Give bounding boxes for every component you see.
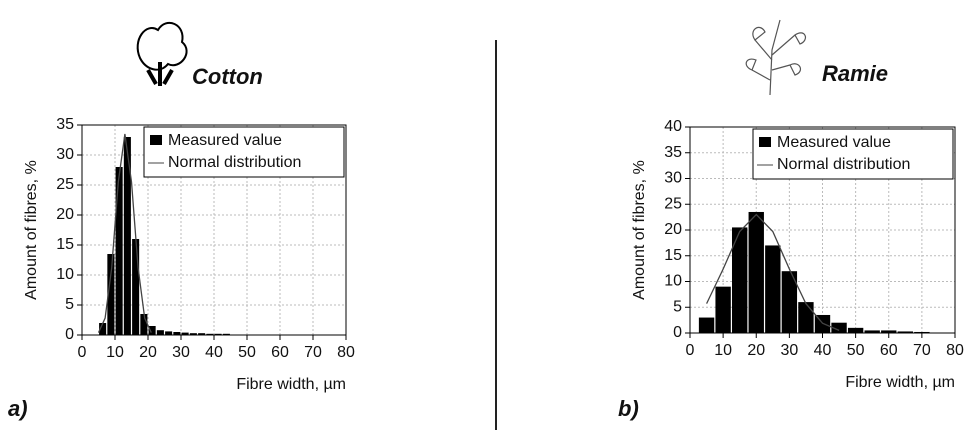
- cotton-icon: [136, 21, 188, 86]
- x-tick-label: 0: [686, 342, 695, 359]
- bar: [132, 239, 140, 335]
- x-tick-label: 80: [946, 342, 964, 359]
- x-tick-label: 50: [847, 342, 865, 359]
- bar: [698, 317, 715, 333]
- x-tick-label: 70: [304, 344, 322, 361]
- x-tick-label: 70: [913, 342, 931, 359]
- y-tick-label: 20: [664, 221, 682, 238]
- bar: [798, 302, 814, 333]
- bar: [214, 333, 222, 335]
- x-axis-label: Fibre width, µm: [845, 374, 955, 391]
- x-tick-label: 30: [172, 344, 190, 361]
- bar: [715, 286, 731, 333]
- normal-curve: [97, 133, 152, 333]
- bar: [222, 333, 230, 335]
- y-tick-label: 20: [56, 206, 74, 223]
- legend-box: [143, 126, 345, 178]
- bar: [831, 322, 847, 333]
- y-tick-label: 5: [673, 298, 682, 315]
- bar: [765, 245, 781, 333]
- y-tick-label: 35: [664, 144, 682, 161]
- x-tick-label: 10: [106, 344, 124, 361]
- bar: [123, 137, 131, 335]
- y-tick-label: 0: [65, 326, 74, 343]
- normal-curve: [706, 213, 840, 331]
- bar: [148, 326, 156, 335]
- y-tick-label: 30: [56, 146, 74, 163]
- bar: [732, 227, 748, 333]
- bar: [864, 330, 880, 333]
- y-tick-label: 5: [65, 296, 74, 313]
- y-tick-label: 35: [56, 116, 74, 133]
- y-tick-label: 25: [664, 195, 682, 212]
- x-tick-label: 80: [337, 344, 355, 361]
- y-tick-label: 10: [664, 273, 682, 290]
- x-tick-label: 10: [714, 342, 732, 359]
- x-tick-label: 20: [747, 342, 765, 359]
- y-axis-label: Amount of fibres, %: [631, 160, 648, 300]
- panel-label: b): [618, 396, 639, 421]
- bar: [206, 333, 214, 335]
- bar: [165, 331, 173, 335]
- legend-swatch: [150, 135, 162, 145]
- plot-frame: [81, 124, 347, 336]
- bar: [897, 331, 913, 333]
- bar: [107, 254, 115, 335]
- y-axis-label: Amount of fibres, %: [23, 160, 40, 300]
- bar: [156, 330, 164, 335]
- y-tick-label: 15: [56, 236, 74, 253]
- legend-label: Normal distribution: [777, 156, 910, 173]
- chart-title: Ramie: [822, 61, 888, 86]
- legend-box: [752, 128, 954, 180]
- legend-label: Measured value: [777, 134, 891, 151]
- legend-label: Measured value: [168, 132, 282, 149]
- y-tick-label: 0: [673, 324, 682, 341]
- chart-title: Cotton: [192, 64, 263, 89]
- x-tick-label: 60: [271, 344, 289, 361]
- y-tick-label: 15: [664, 247, 682, 264]
- bar: [173, 332, 181, 335]
- x-tick-label: 50: [238, 344, 256, 361]
- bar: [115, 167, 123, 335]
- bar: [99, 323, 107, 335]
- legend-swatch: [759, 137, 771, 147]
- legend-label: Normal distribution: [168, 154, 301, 171]
- x-tick-label: 40: [814, 342, 832, 359]
- x-tick-label: 20: [139, 344, 157, 361]
- bar: [914, 331, 930, 333]
- bar: [140, 314, 148, 335]
- bar: [198, 333, 206, 335]
- bar: [881, 330, 897, 333]
- x-tick-label: 60: [880, 342, 898, 359]
- x-axis-label: Fibre width, µm: [236, 376, 346, 393]
- bar: [748, 211, 764, 333]
- ramie-icon: [745, 19, 807, 96]
- y-tick-label: 10: [56, 266, 74, 283]
- y-tick-label: 40: [664, 118, 682, 135]
- bar: [781, 271, 798, 333]
- x-tick-label: 0: [78, 344, 87, 361]
- panel-label: a): [8, 396, 28, 421]
- bar: [181, 332, 189, 335]
- x-tick-label: 30: [780, 342, 798, 359]
- bar: [847, 327, 864, 333]
- y-tick-label: 30: [664, 170, 682, 187]
- bar: [189, 333, 197, 335]
- x-tick-label: 40: [205, 344, 223, 361]
- y-tick-label: 25: [56, 176, 74, 193]
